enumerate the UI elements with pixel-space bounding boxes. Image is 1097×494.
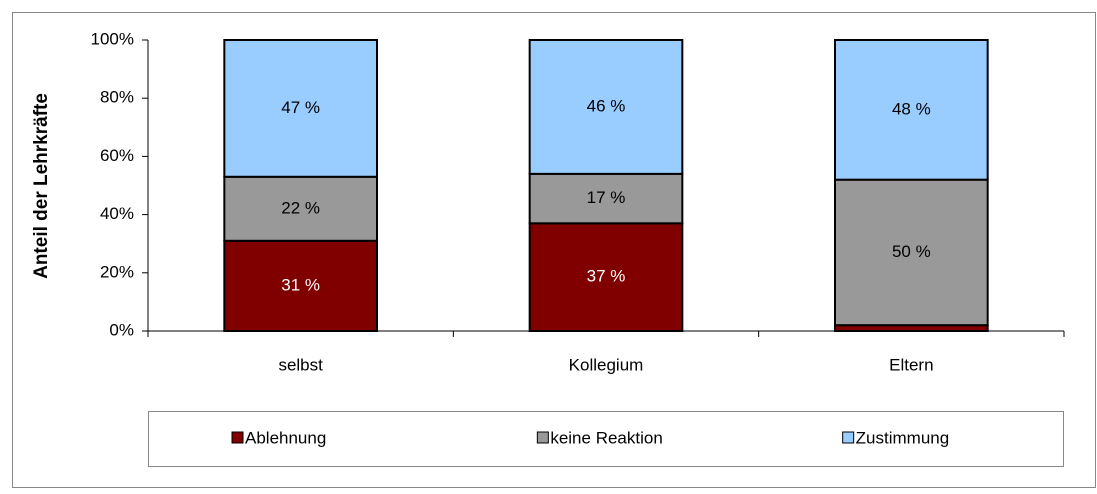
x-tick-label: selbst <box>278 355 323 374</box>
data-label: 48 % <box>892 99 931 118</box>
bar-segment <box>834 39 989 181</box>
bar-segment <box>528 39 684 175</box>
legend-label: keine Reaktion <box>550 428 662 447</box>
x-tick-label: Kollegium <box>569 355 644 374</box>
bar-segment <box>528 172 684 225</box>
y-tick-label: 40% <box>100 204 134 223</box>
data-label: 50 % <box>892 242 931 261</box>
legend-swatch <box>231 431 244 444</box>
data-label: 2 % <box>1002 303 1031 322</box>
y-axis-title: Anteil der Lehrkräfte <box>31 93 52 279</box>
y-tick-label: 60% <box>100 146 134 165</box>
data-label: 47 % <box>281 98 320 117</box>
data-label: 17 % <box>587 188 626 207</box>
data-label: 46 % <box>587 96 626 115</box>
legend-swatch <box>842 431 855 444</box>
data-label: 37 % <box>587 267 626 286</box>
data-label: 22 % <box>281 198 320 217</box>
y-tick-label: 100% <box>91 29 134 48</box>
y-tick-label: 0% <box>109 320 134 339</box>
legend-label: Zustimmung <box>856 428 950 447</box>
bar-segment <box>223 239 378 332</box>
y-tick-label: 20% <box>100 262 134 281</box>
legend-box <box>148 411 1064 467</box>
legend-label: Ablehnung <box>245 428 326 447</box>
data-label: 31 % <box>281 275 320 294</box>
bar-segment <box>223 175 378 242</box>
x-tick-label: Eltern <box>889 355 933 374</box>
legend-swatch <box>536 431 549 444</box>
bar-segment <box>223 39 378 178</box>
chart-frame <box>12 12 1096 488</box>
y-tick-label: 80% <box>100 88 134 107</box>
bar-segment <box>834 178 989 327</box>
